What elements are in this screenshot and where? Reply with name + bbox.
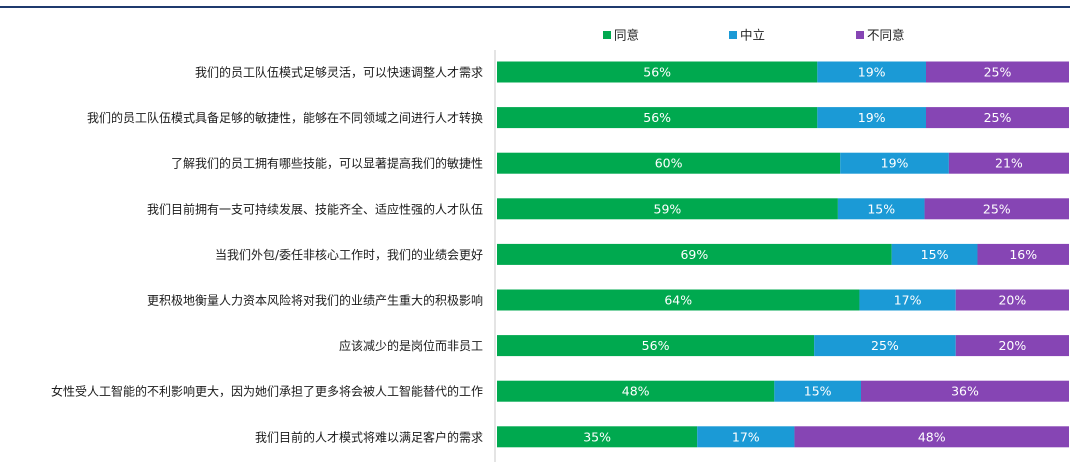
bar-7-1: [497, 335, 815, 357]
legend-swatch-3: [856, 31, 864, 39]
bar-value-label-4-2: 15%: [867, 201, 895, 216]
bar-6-3: [955, 289, 1069, 311]
category-label-4: 我们目前拥有一支可持续发展、技能齐全、适应性强的人才队伍: [147, 201, 483, 216]
bar-3-3: [948, 152, 1069, 174]
category-label-8: 女性受人工智能的不利影响更大，因为她们承担了更多将会被人工智能替代的工作: [51, 384, 483, 399]
bar-value-label-6-1: 64%: [664, 293, 692, 308]
bar-5-2: [891, 243, 978, 265]
category-label-1: 我们的员工队伍模式足够灵活，可以快速调整人才需求: [195, 65, 483, 80]
bar-value-label-6-2: 17%: [894, 293, 922, 308]
bar-value-label-8-1: 48%: [622, 384, 650, 399]
legend-label-3: 不同意: [867, 28, 905, 43]
bar-value-label-7-1: 56%: [642, 338, 670, 353]
bar-value-label-3-1: 60%: [655, 156, 683, 171]
category-label-3: 了解我们的员工拥有哪些技能，可以显著提高我们的敏捷性: [171, 156, 483, 171]
bar-value-label-4-3: 25%: [983, 201, 1011, 216]
bar-3-1: [497, 152, 841, 174]
bar-7-2: [814, 335, 956, 357]
bar-4-2: [837, 198, 925, 220]
bar-value-label-3-3: 21%: [995, 156, 1023, 171]
bar-5-3: [977, 243, 1069, 265]
top-rule: [0, 6, 1070, 8]
bar-2-2: [817, 107, 926, 129]
legend-swatch-2: [729, 31, 737, 39]
bar-8-3: [861, 380, 1069, 402]
bar-4-1: [497, 198, 838, 220]
bar-1-2: [817, 61, 926, 83]
bar-value-label-2-2: 19%: [858, 110, 886, 125]
bar-6-1: [497, 289, 860, 311]
bar-9-2: [697, 426, 795, 448]
bar-value-label-5-1: 69%: [680, 247, 708, 262]
legend-swatch-1: [603, 31, 611, 39]
bar-5-1: [497, 243, 892, 265]
bar-value-label-1-1: 56%: [643, 65, 671, 80]
bar-7-3: [955, 335, 1069, 357]
bar-8-1: [497, 380, 775, 402]
bar-value-label-8-3: 36%: [951, 384, 979, 399]
category-label-6: 更积极地衡量人力资本风险将对我们的业绩产生重大的积极影响: [147, 293, 483, 308]
bar-value-label-5-3: 16%: [1009, 247, 1037, 262]
bar-value-label-3-2: 19%: [881, 156, 909, 171]
category-label-5: 当我们外包/委任非核心工作时，我们的业绩会更好: [215, 247, 483, 262]
bar-2-3: [926, 107, 1069, 129]
legend-label-1: 同意: [614, 28, 639, 43]
bar-value-label-1-3: 25%: [984, 65, 1012, 80]
bar-4-3: [924, 198, 1069, 220]
bar-value-label-7-2: 25%: [871, 338, 899, 353]
bar-value-label-9-1: 35%: [583, 429, 611, 444]
bar-9-3: [794, 426, 1069, 448]
bar-value-label-8-2: 15%: [804, 384, 832, 399]
bar-value-label-2-1: 56%: [643, 110, 671, 125]
category-label-9: 我们目前的人才模式将难以满足客户的需求: [255, 429, 483, 444]
bar-6-2: [859, 289, 956, 311]
bar-2-1: [497, 107, 818, 129]
bar-value-label-6-3: 20%: [998, 293, 1026, 308]
category-label-2: 我们的员工队伍模式具备足够的敏捷性，能够在不同领域之间进行人才转换: [87, 110, 483, 125]
bar-3-2: [840, 152, 949, 174]
bar-value-label-9-2: 17%: [732, 429, 760, 444]
bar-1-3: [926, 61, 1069, 83]
category-label-7: 应该减少的是岗位而非员工: [339, 338, 483, 353]
bar-value-label-2-3: 25%: [984, 110, 1012, 125]
legend-label-2: 中立: [740, 28, 765, 43]
bar-1-1: [497, 61, 818, 83]
bar-8-2: [774, 380, 861, 402]
bar-value-label-9-3: 48%: [918, 429, 946, 444]
bar-9-1: [497, 426, 698, 448]
bar-value-label-7-3: 20%: [998, 338, 1026, 353]
bar-value-label-4-1: 59%: [654, 201, 682, 216]
bar-value-label-5-2: 15%: [921, 247, 949, 262]
bar-value-label-1-2: 19%: [858, 65, 886, 80]
